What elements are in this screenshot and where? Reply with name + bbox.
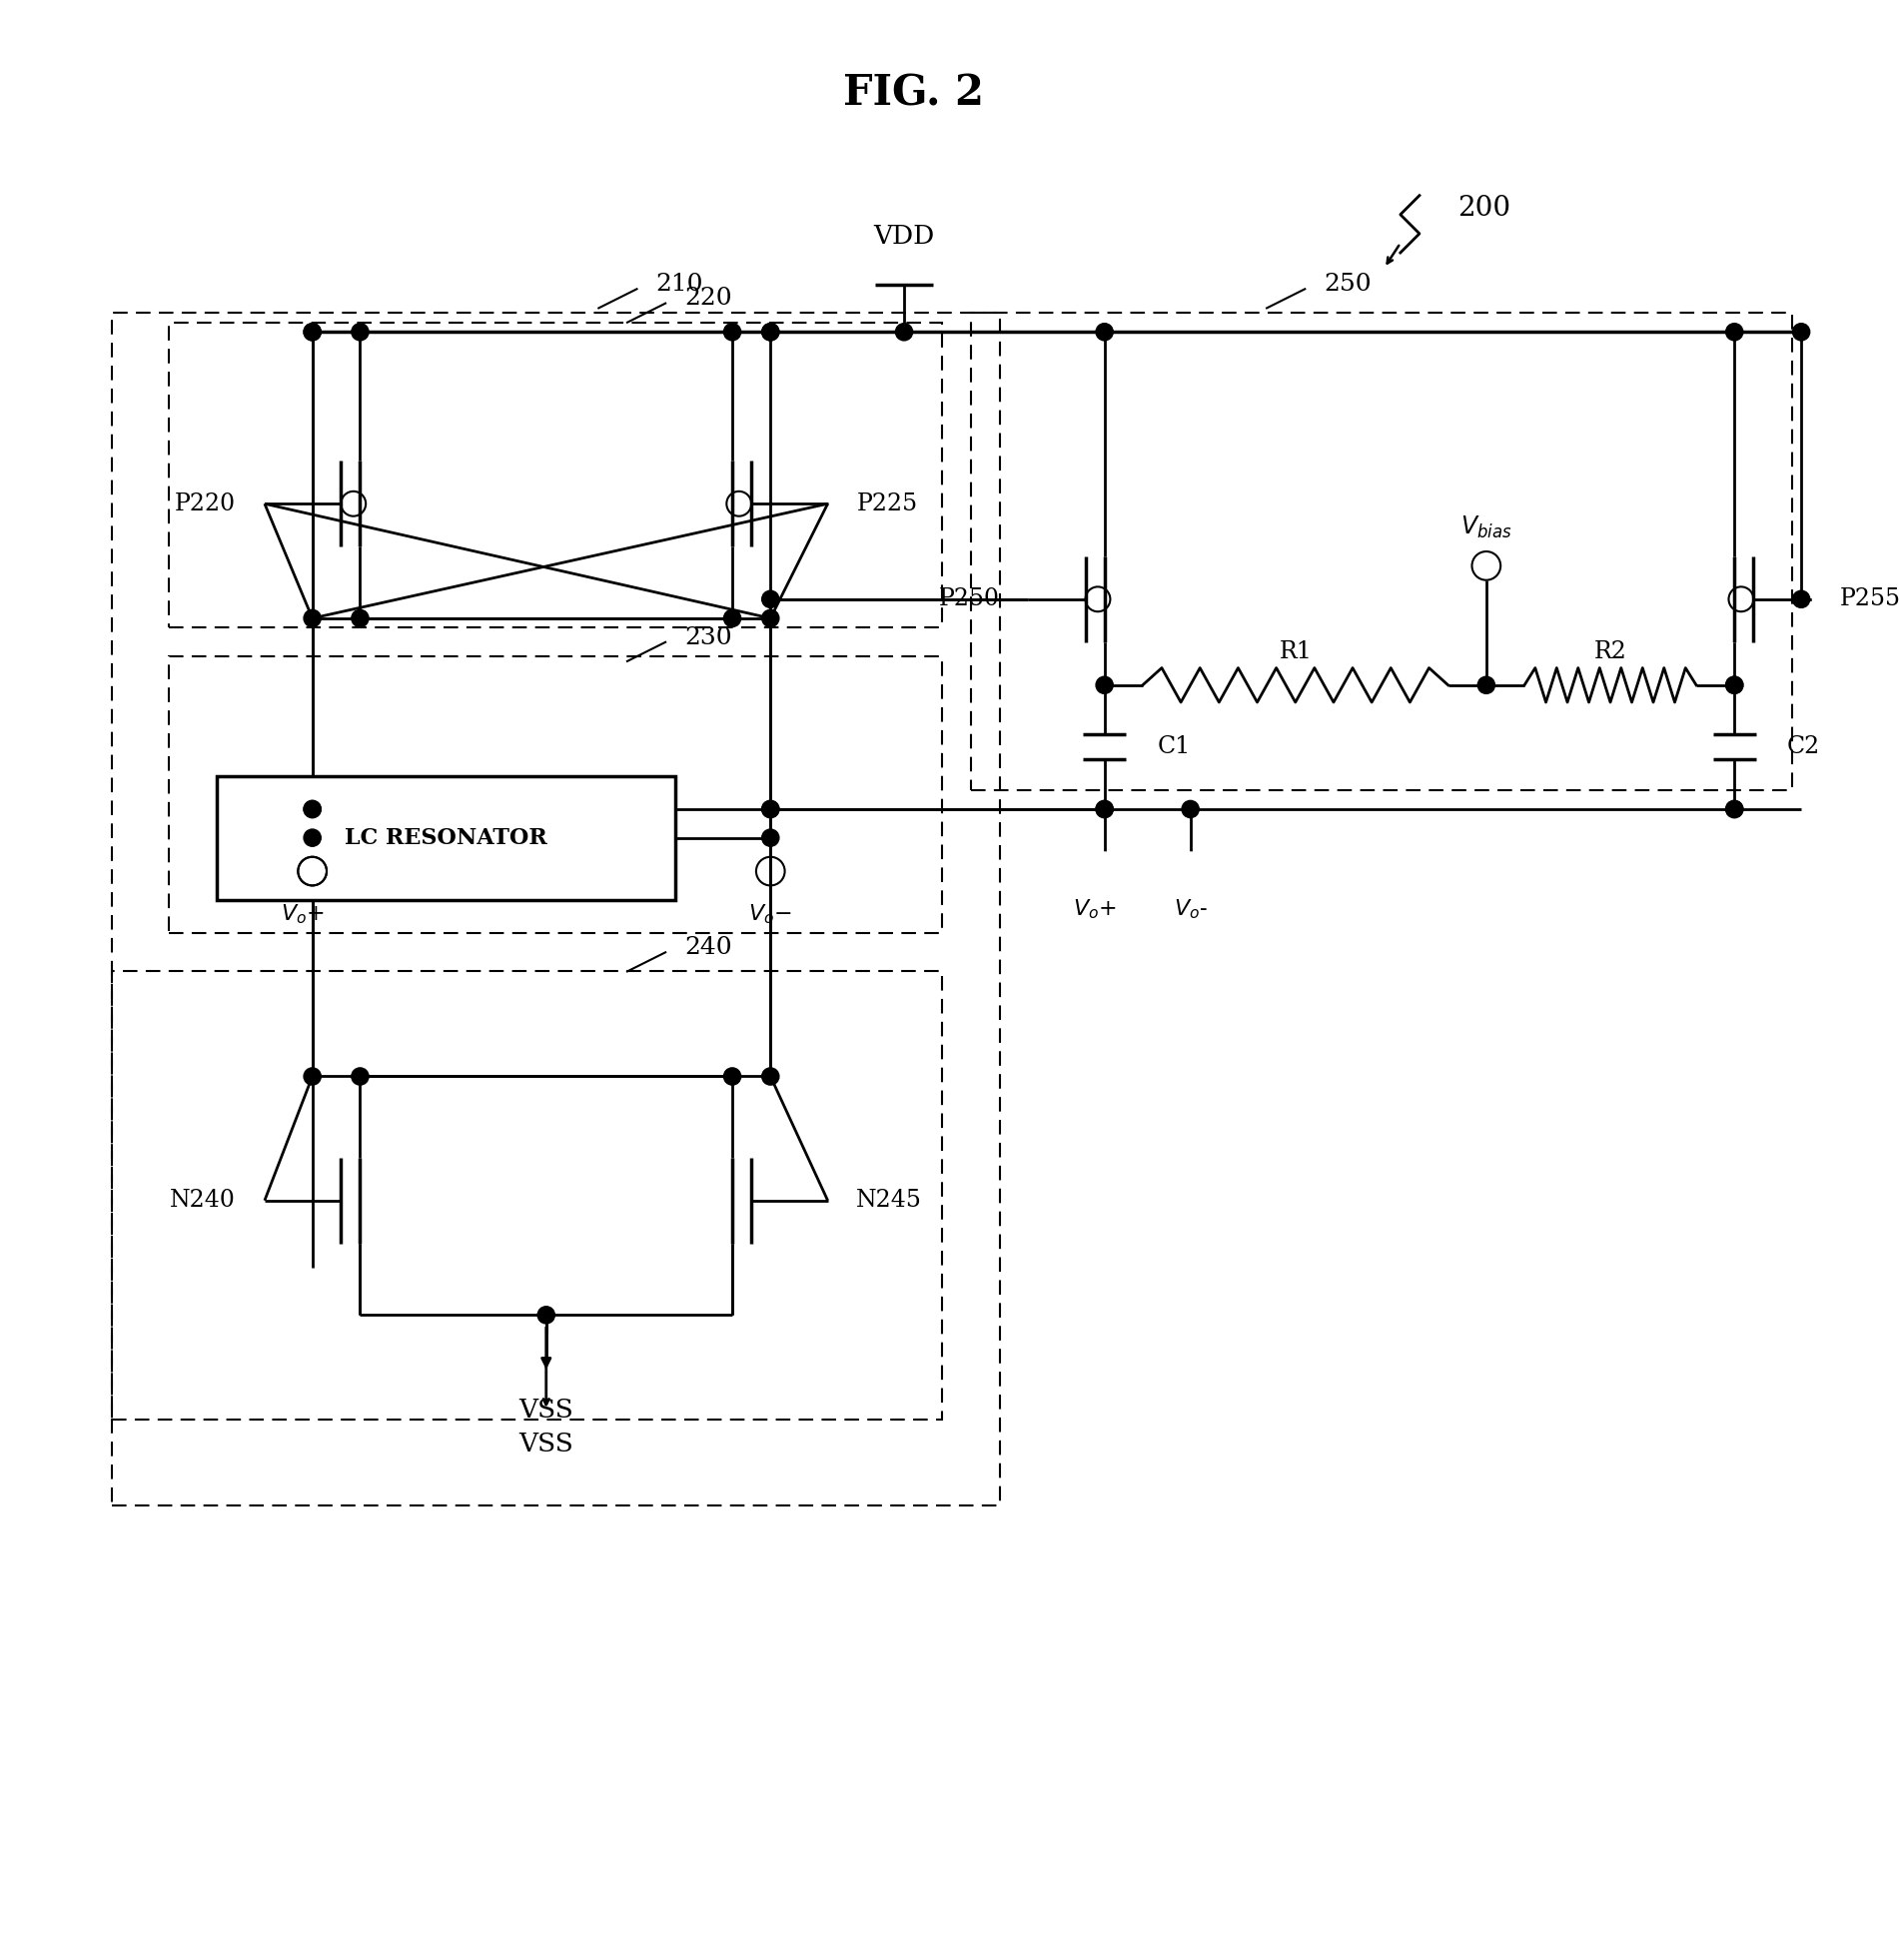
Circle shape	[761, 590, 779, 608]
Text: R1: R1	[1278, 641, 1312, 662]
Circle shape	[1086, 853, 1124, 890]
Text: P250: P250	[938, 588, 999, 612]
Circle shape	[1793, 323, 1810, 341]
Text: FIG. 2: FIG. 2	[843, 73, 984, 114]
Text: C1: C1	[1156, 735, 1191, 759]
Text: 230: 230	[684, 625, 733, 649]
Text: P225: P225	[856, 492, 917, 515]
Bar	[169, 657, 942, 933]
Text: $V_o$-: $V_o$-	[1174, 898, 1208, 921]
Circle shape	[761, 800, 779, 817]
Text: LC RESONATOR: LC RESONATOR	[346, 827, 547, 849]
Circle shape	[1096, 800, 1113, 817]
Circle shape	[1793, 590, 1810, 608]
Circle shape	[761, 1068, 779, 1086]
Text: 240: 240	[684, 937, 733, 958]
Circle shape	[761, 323, 779, 341]
Circle shape	[304, 800, 321, 817]
Circle shape	[304, 323, 321, 341]
Circle shape	[1096, 676, 1113, 694]
Text: N240: N240	[171, 1190, 235, 1211]
Text: 210: 210	[655, 272, 703, 296]
Circle shape	[761, 323, 779, 341]
Circle shape	[304, 800, 321, 817]
Text: $V_o$$-$: $V_o$$-$	[748, 902, 792, 925]
Text: P255: P255	[1840, 588, 1899, 612]
Bar	[970, 314, 1791, 790]
Circle shape	[761, 800, 779, 817]
Circle shape	[1172, 853, 1210, 890]
Circle shape	[1726, 800, 1743, 817]
Circle shape	[1477, 676, 1495, 694]
Text: 200: 200	[1458, 194, 1512, 221]
Text: 220: 220	[684, 286, 733, 310]
Circle shape	[724, 610, 741, 627]
Circle shape	[896, 323, 913, 341]
Circle shape	[304, 610, 321, 627]
Bar	[216, 776, 674, 900]
Circle shape	[351, 610, 368, 627]
Circle shape	[761, 829, 779, 847]
Circle shape	[1181, 800, 1198, 817]
Circle shape	[537, 1307, 555, 1323]
Circle shape	[351, 1068, 368, 1086]
Text: P220: P220	[175, 492, 235, 515]
Text: $V_{bias}$: $V_{bias}$	[1460, 515, 1512, 541]
Text: R2: R2	[1593, 641, 1627, 662]
Circle shape	[1726, 676, 1743, 694]
Text: $V_o$+: $V_o$+	[281, 902, 325, 925]
Circle shape	[1726, 676, 1743, 694]
Circle shape	[1096, 800, 1113, 817]
Circle shape	[1726, 323, 1743, 341]
Circle shape	[304, 1068, 321, 1086]
Circle shape	[304, 323, 321, 341]
Text: C2: C2	[1787, 735, 1819, 759]
Text: N245: N245	[856, 1190, 923, 1211]
Circle shape	[1096, 323, 1113, 341]
Bar	[112, 972, 942, 1419]
Text: $V_o$+: $V_o$+	[1073, 898, 1117, 921]
Bar	[112, 314, 999, 1505]
Text: VSS: VSS	[518, 1397, 573, 1423]
Circle shape	[1726, 800, 1743, 817]
Bar	[169, 321, 942, 627]
Text: VDD: VDD	[874, 223, 934, 249]
Circle shape	[304, 829, 321, 847]
Text: VSS: VSS	[518, 1431, 573, 1456]
Circle shape	[724, 323, 741, 341]
Circle shape	[724, 1068, 741, 1086]
Circle shape	[761, 610, 779, 627]
Text: 250: 250	[1324, 272, 1371, 296]
Circle shape	[351, 323, 368, 341]
